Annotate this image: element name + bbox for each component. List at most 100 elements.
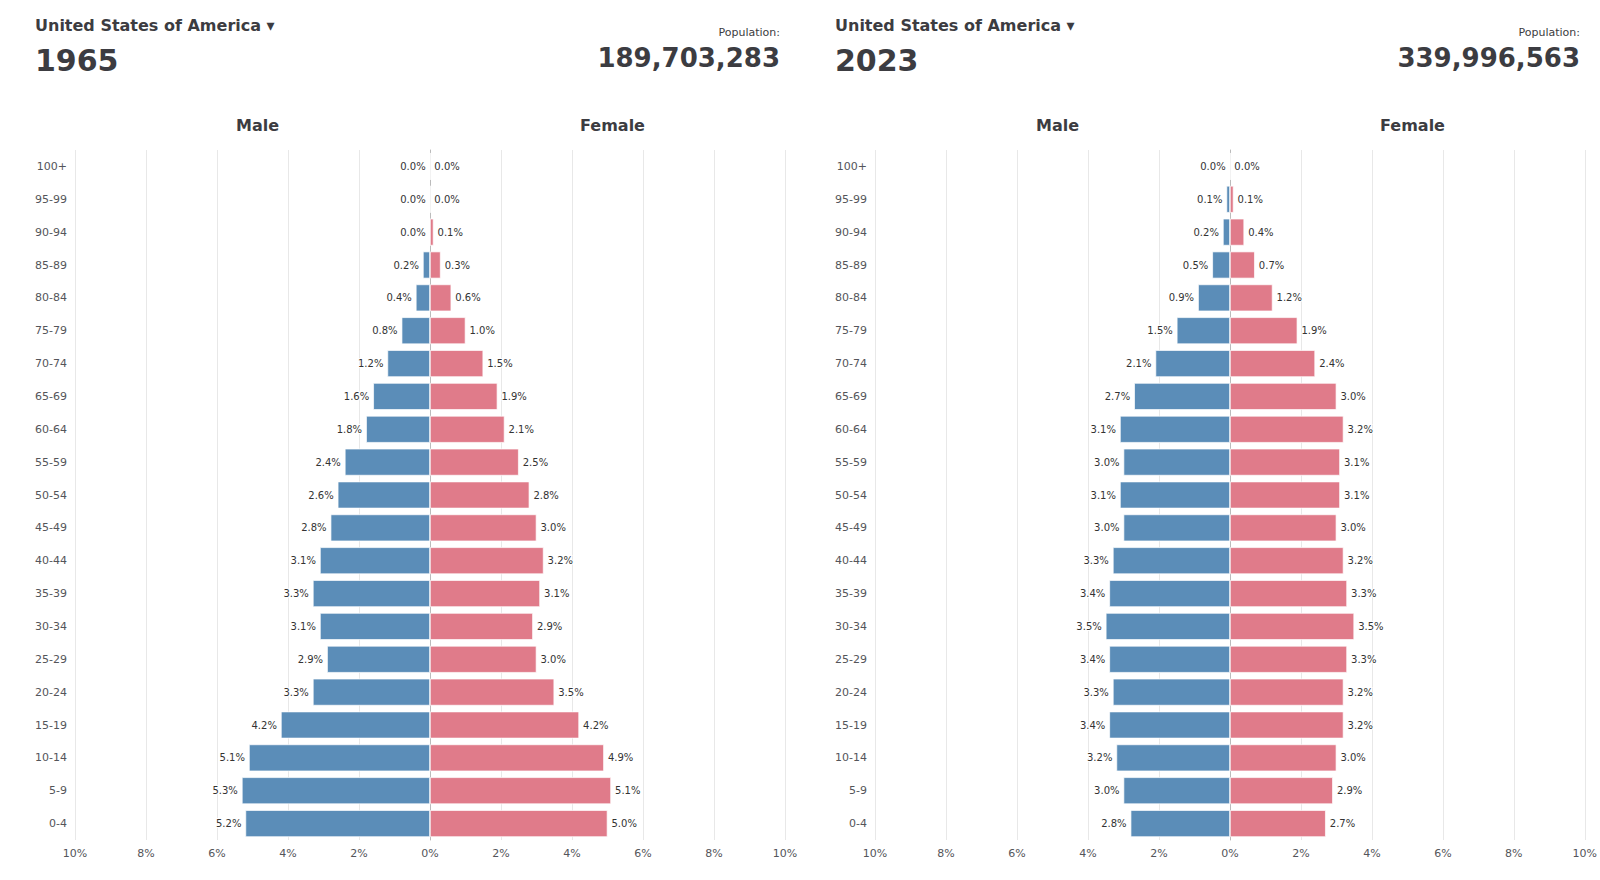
svg-text:3.0%: 3.0% [1340,752,1365,763]
svg-text:4%: 4% [1079,847,1096,860]
svg-text:30-34: 30-34 [35,620,67,633]
svg-text:0.4%: 0.4% [386,292,411,303]
svg-text:Male: Male [236,116,279,135]
svg-text:2.8%: 2.8% [1101,818,1126,829]
svg-text:2%: 2% [492,847,509,860]
svg-text:20-24: 20-24 [835,686,867,699]
svg-text:75-79: 75-79 [35,324,67,337]
svg-text:3.2%: 3.2% [1348,555,1373,566]
svg-text:3.0%: 3.0% [1094,522,1119,533]
svg-text:30-34: 30-34 [835,620,867,633]
svg-text:65-69: 65-69 [835,390,867,403]
svg-text:3.2%: 3.2% [1348,424,1373,435]
svg-text:339,996,563: 339,996,563 [1397,43,1580,73]
svg-text:0.7%: 0.7% [1259,260,1284,271]
svg-text:3.0%: 3.0% [1094,457,1119,468]
svg-text:3.5%: 3.5% [558,687,583,698]
svg-text:80-84: 80-84 [35,291,67,304]
svg-text:8%: 8% [137,847,154,860]
svg-text:5-9: 5-9 [849,784,867,797]
svg-text:3.1%: 3.1% [291,555,316,566]
svg-text:8%: 8% [937,847,954,860]
svg-text:5.1%: 5.1% [220,752,245,763]
svg-text:3.0%: 3.0% [541,654,566,665]
svg-text:3.2%: 3.2% [1348,720,1373,731]
svg-text:3.5%: 3.5% [1076,621,1101,632]
svg-text:3.1%: 3.1% [291,621,316,632]
svg-text:2.4%: 2.4% [315,457,340,468]
svg-text:3.3%: 3.3% [1083,687,1108,698]
svg-text:5.2%: 5.2% [216,818,241,829]
svg-text:3.0%: 3.0% [1340,391,1365,402]
svg-text:3.3%: 3.3% [283,687,308,698]
svg-text:3.1%: 3.1% [1344,457,1369,468]
svg-text:4%: 4% [279,847,296,860]
svg-text:35-39: 35-39 [835,587,867,600]
svg-text:2023: 2023 [835,43,919,78]
svg-text:0.2%: 0.2% [1193,227,1218,238]
svg-text:3.4%: 3.4% [1080,654,1105,665]
svg-text:2.8%: 2.8% [533,490,558,501]
svg-text:3.4%: 3.4% [1080,720,1105,731]
svg-text:3.3%: 3.3% [1351,588,1376,599]
svg-text:0.0%: 0.0% [1234,161,1259,172]
svg-text:0.0%: 0.0% [434,194,459,205]
svg-text:1965: 1965 [35,43,119,78]
svg-text:2%: 2% [350,847,367,860]
svg-text:0.9%: 0.9% [1169,292,1194,303]
svg-text:8%: 8% [1505,847,1522,860]
svg-text:1.2%: 1.2% [358,358,383,369]
svg-text:United States of America ▾: United States of America ▾ [835,16,1075,35]
svg-text:4.2%: 4.2% [583,720,608,731]
svg-text:1.5%: 1.5% [1147,325,1172,336]
svg-text:2.7%: 2.7% [1105,391,1130,402]
svg-text:3.1%: 3.1% [1091,490,1116,501]
svg-text:189,703,283: 189,703,283 [597,43,780,73]
svg-text:55-59: 55-59 [35,456,67,469]
svg-text:20-24: 20-24 [35,686,67,699]
svg-text:95-99: 95-99 [835,193,867,206]
svg-text:3.2%: 3.2% [548,555,573,566]
svg-text:70-74: 70-74 [35,357,67,370]
svg-text:0.1%: 0.1% [1238,194,1263,205]
svg-text:6%: 6% [208,847,225,860]
svg-text:5.3%: 5.3% [212,785,237,796]
svg-text:3.1%: 3.1% [1344,490,1369,501]
svg-text:3.4%: 3.4% [1080,588,1105,599]
svg-text:45-49: 45-49 [835,521,867,534]
svg-text:3.0%: 3.0% [1094,785,1119,796]
svg-text:3.1%: 3.1% [544,588,569,599]
svg-text:0.2%: 0.2% [393,260,418,271]
svg-text:60-64: 60-64 [35,423,67,436]
svg-text:United States of America ▾: United States of America ▾ [35,16,275,35]
svg-text:0.4%: 0.4% [1248,227,1273,238]
svg-text:2.1%: 2.1% [509,424,534,435]
svg-text:1.8%: 1.8% [337,424,362,435]
svg-text:4.2%: 4.2% [251,720,276,731]
svg-text:6%: 6% [634,847,651,860]
svg-text:1.9%: 1.9% [1301,325,1326,336]
svg-text:45-49: 45-49 [35,521,67,534]
svg-text:15-19: 15-19 [835,719,867,732]
svg-text:60-64: 60-64 [835,423,867,436]
svg-text:4%: 4% [563,847,580,860]
svg-text:3.1%: 3.1% [1091,424,1116,435]
svg-text:0.0%: 0.0% [400,227,425,238]
svg-text:0-4: 0-4 [49,817,67,830]
svg-text:1.0%: 1.0% [470,325,495,336]
svg-text:2.9%: 2.9% [298,654,323,665]
svg-text:85-89: 85-89 [835,259,867,272]
svg-text:3.0%: 3.0% [541,522,566,533]
svg-text:85-89: 85-89 [35,259,67,272]
svg-text:10%: 10% [863,847,887,860]
svg-text:50-54: 50-54 [835,489,867,502]
svg-text:2.6%: 2.6% [308,490,333,501]
svg-text:3.2%: 3.2% [1087,752,1112,763]
svg-text:10%: 10% [1573,847,1597,860]
svg-text:1.5%: 1.5% [487,358,512,369]
svg-text:3.5%: 3.5% [1358,621,1383,632]
svg-text:55-59: 55-59 [835,456,867,469]
svg-text:50-54: 50-54 [35,489,67,502]
svg-text:0%: 0% [1221,847,1238,860]
svg-text:70-74: 70-74 [835,357,867,370]
